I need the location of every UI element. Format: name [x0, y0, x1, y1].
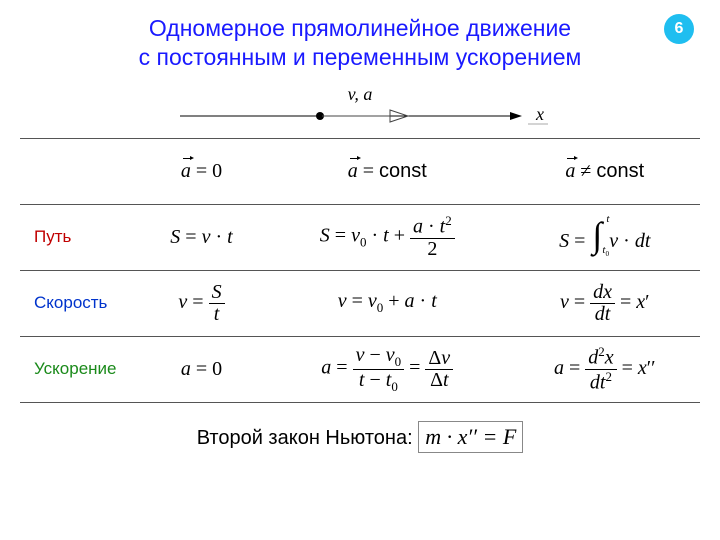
velocity-label-text: Скорость: [34, 293, 107, 312]
header-a-zero: a = 0: [138, 138, 265, 204]
slide-title: Одномерное прямолинейное движение с пост…: [0, 0, 720, 72]
vel-c3-num: dx: [590, 282, 615, 303]
row-path: Путь S = v · t S = v0 · t + a · t2 2 S =…: [20, 204, 700, 270]
vel-c2-sub: 0: [377, 300, 384, 315]
row-velocity-label: Скорость: [20, 270, 138, 336]
newton-label: Второй закон Ньютона:: [197, 427, 418, 449]
accel-c3: a = d2x dt2 = x′′: [509, 336, 700, 402]
header-a-not-const: a ≠ const: [509, 138, 700, 204]
row-path-label: Путь: [20, 204, 138, 270]
path-c2-den: 2: [410, 238, 455, 260]
vel-c1-den: t: [209, 303, 225, 325]
accel-c2: a = v − v0 t − t0 = Δv Δt: [265, 336, 509, 402]
path-label-text: Путь: [34, 227, 71, 246]
path-c2: S = v0 · t + a · t2 2: [265, 204, 509, 270]
title-line-2: с постоянным и переменным ускорением: [139, 44, 582, 70]
vel-c1-num: S: [209, 282, 225, 303]
path-c1: S = v · t: [138, 204, 265, 270]
page-number: 6: [675, 20, 684, 38]
velocity-c2: v = v0 + a · t: [265, 270, 509, 336]
title-line-1: Одномерное прямолинейное движение: [149, 15, 571, 41]
header-empty: [20, 138, 138, 204]
page-number-badge: 6: [664, 14, 694, 44]
newton-formula: m · x′′ = F: [418, 421, 523, 453]
header-row: a = 0 a = const a ≠ const: [20, 138, 700, 204]
row-accel-label: Ускорение: [20, 336, 138, 402]
velocity-c3: v = dx dt = x′: [509, 270, 700, 336]
formula-table: a = 0 a = const a ≠ const Путь S = v · t…: [20, 138, 700, 403]
header-a-const: a = const: [265, 138, 509, 204]
v0-sub: 0: [360, 235, 367, 250]
row-velocity: Скорость v = S t v = v0 + a · t v = dx d…: [20, 270, 700, 336]
int-upper: t: [606, 215, 609, 224]
x-axis-label: x: [535, 104, 544, 124]
velocity-c1: v = S t: [138, 270, 265, 336]
row-accel: Ускорение a = 0 a = v − v0 t − t0 = Δv Δ…: [20, 336, 700, 402]
t-sq-sup: 2: [445, 213, 452, 228]
axis-diagram: v, a x: [170, 86, 550, 132]
va-label: v, a: [348, 86, 373, 104]
vel-c3-den: dt: [590, 303, 615, 325]
path-c3: S = ∫tt0 v · dt: [509, 204, 700, 270]
newton-second-law: Второй закон Ньютона: m · x′′ = F: [0, 421, 720, 453]
accel-c1: a = 0: [138, 336, 265, 402]
accel-label-text: Ускорение: [34, 359, 117, 378]
